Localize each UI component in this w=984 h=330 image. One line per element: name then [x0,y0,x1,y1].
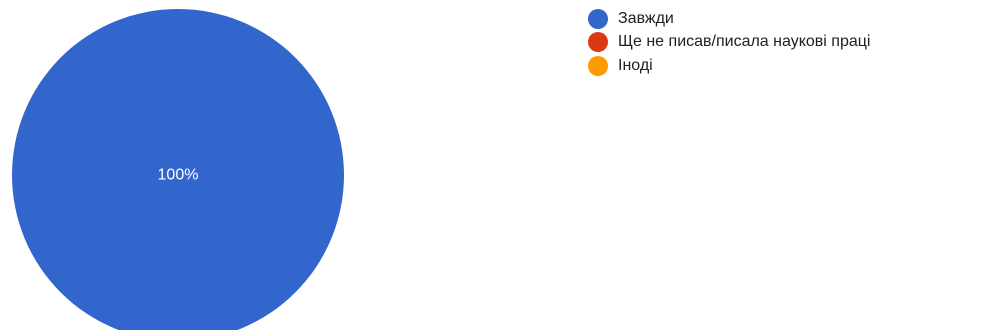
pie-slice-labels: 100% [158,167,199,184]
legend-swatch-1 [588,8,608,29]
legend-swatch-2 [588,32,608,53]
chart-legend: Завжди Ще не писав/писала наукові праці Ін… [588,7,870,78]
pie-slice-1-label: 100% [158,167,199,184]
legend-item-2: Ще не писав/писала наукові праці [588,31,870,55]
legend-label-3: Іноді [618,56,653,74]
legend-item-3: Іноді [588,54,870,78]
legend-label-2: Ще не писав/писала наукові праці [618,33,871,51]
legend-swatch-3 [588,55,608,76]
pie-slice-1 [12,9,344,330]
pie-slices [12,9,344,330]
legend-label-1: Завжди [618,9,674,27]
legend-item-1: Завжди [588,7,870,31]
